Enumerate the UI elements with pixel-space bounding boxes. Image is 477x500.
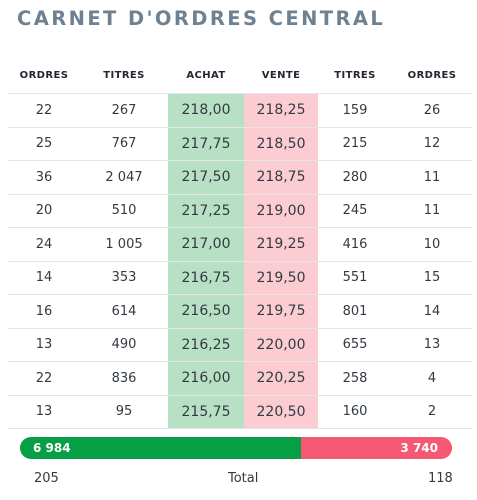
ask-price-cell: 219,75 bbox=[244, 295, 318, 328]
header-buy-quantity: TITRES bbox=[103, 70, 145, 81]
buy-orders-cell: 14 bbox=[35, 270, 53, 286]
bid-price-cell: 217,50 bbox=[168, 161, 244, 194]
bid-price-cell: 216,25 bbox=[168, 328, 244, 361]
sell-quantity-cell: 215 bbox=[342, 136, 368, 152]
ask-price-cell: 218,50 bbox=[244, 127, 318, 160]
sell-quantity-cell: 655 bbox=[342, 337, 368, 353]
page-title: CARNET D'ORDRES CENTRAL bbox=[17, 7, 386, 30]
sell-orders-cell: 12 bbox=[423, 136, 441, 152]
sell-orders-cell: 11 bbox=[423, 169, 441, 185]
ask-price-cell: 220,50 bbox=[244, 395, 318, 428]
buy-quantity-cell: 95 bbox=[115, 404, 133, 420]
table-row: 25 767 217,75 218,50 215 12 bbox=[8, 127, 472, 161]
ask-price-cell: 218,75 bbox=[244, 161, 318, 194]
table-row: 36 2 047 217,50 218,75 280 11 bbox=[8, 161, 472, 195]
header-ask: VENTE bbox=[261, 70, 301, 81]
header-buy-orders: ORDRES bbox=[19, 70, 69, 81]
table-row: 20 510 217,25 219,00 245 11 bbox=[8, 194, 472, 228]
total-buy-orders: 205 bbox=[34, 471, 59, 486]
sell-orders-cell: 26 bbox=[423, 102, 441, 118]
table-row: 13 490 216,25 220,00 655 13 bbox=[8, 328, 472, 362]
buy-orders-cell: 24 bbox=[35, 236, 53, 252]
table-row: 22 836 216,00 220,25 258 4 bbox=[8, 362, 472, 396]
bid-price-cell: 217,00 bbox=[168, 228, 244, 261]
total-sell-orders: 118 bbox=[428, 471, 453, 486]
table-row: 16 614 216,50 219,75 801 14 bbox=[8, 295, 472, 329]
sell-quantity-cell: 416 bbox=[342, 236, 368, 252]
bid-price-cell: 216,75 bbox=[168, 261, 244, 294]
totals-row: 205 Total 118 bbox=[0, 469, 477, 489]
sell-orders-cell: 11 bbox=[423, 203, 441, 219]
header-sell-orders: ORDRES bbox=[407, 70, 457, 81]
bid-price-cell: 217,75 bbox=[168, 127, 244, 160]
bid-price-cell: 216,00 bbox=[168, 362, 244, 395]
buy-orders-cell: 20 bbox=[35, 203, 53, 219]
sell-quantity-cell: 801 bbox=[342, 303, 368, 319]
buy-orders-cell: 36 bbox=[35, 169, 53, 185]
ask-price-cell: 218,25 bbox=[244, 94, 318, 127]
sell-quantity-cell: 160 bbox=[342, 404, 368, 420]
table-header: ORDRES TITRES ACHAT VENTE TITRES ORDRES bbox=[8, 58, 472, 94]
buy-orders-cell: 22 bbox=[35, 370, 53, 386]
header-sell-quantity: TITRES bbox=[334, 70, 376, 81]
buy-volume-total: 6 984 bbox=[33, 441, 71, 455]
sell-orders-cell: 10 bbox=[423, 236, 441, 252]
table-row: 24 1 005 217,00 219,25 416 10 bbox=[8, 228, 472, 262]
buy-orders-cell: 13 bbox=[35, 337, 53, 353]
buy-volume-segment: 6 984 bbox=[20, 437, 302, 459]
buy-quantity-cell: 2 047 bbox=[105, 169, 143, 185]
buy-quantity-cell: 510 bbox=[111, 203, 137, 219]
sell-orders-cell: 15 bbox=[423, 270, 441, 286]
buy-orders-cell: 13 bbox=[35, 404, 53, 420]
buy-quantity-cell: 614 bbox=[111, 303, 137, 319]
ask-price-cell: 220,25 bbox=[244, 362, 318, 395]
buy-quantity-cell: 767 bbox=[111, 136, 137, 152]
bid-price-cell: 218,00 bbox=[168, 94, 244, 127]
order-book-table: ORDRES TITRES ACHAT VENTE TITRES ORDRES … bbox=[8, 58, 472, 429]
sell-quantity-cell: 159 bbox=[342, 102, 368, 118]
buy-quantity-cell: 353 bbox=[111, 270, 137, 286]
ask-price-cell: 219,50 bbox=[244, 261, 318, 294]
bid-price-cell: 216,50 bbox=[168, 295, 244, 328]
buy-quantity-cell: 1 005 bbox=[105, 236, 143, 252]
sell-orders-cell: 2 bbox=[427, 404, 437, 420]
buy-orders-cell: 25 bbox=[35, 136, 53, 152]
total-label: Total bbox=[228, 471, 259, 486]
buy-quantity-cell: 267 bbox=[111, 102, 137, 118]
ask-price-cell: 219,00 bbox=[244, 194, 318, 227]
buy-quantity-cell: 490 bbox=[111, 337, 137, 353]
table-row: 14 353 216,75 219,50 551 15 bbox=[8, 261, 472, 295]
sell-volume-segment: 3 740 bbox=[301, 437, 452, 459]
sell-orders-cell: 13 bbox=[423, 337, 441, 353]
ask-price-cell: 220,00 bbox=[244, 328, 318, 361]
table-body: 22 267 218,00 218,25 159 26 25 767 217,75 218,50 2… bbox=[8, 94, 472, 429]
sell-quantity-cell: 280 bbox=[342, 169, 368, 185]
table-row: 13 95 215,75 220,50 160 2 bbox=[8, 395, 472, 429]
sell-quantity-cell: 245 bbox=[342, 203, 368, 219]
sell-orders-cell: 4 bbox=[427, 370, 437, 386]
volume-balance-bar: 6 984 3 740 bbox=[20, 437, 452, 459]
ask-price-cell: 219,25 bbox=[244, 228, 318, 261]
buy-quantity-cell: 836 bbox=[111, 370, 137, 386]
bid-price-cell: 217,25 bbox=[168, 194, 244, 227]
sell-orders-cell: 14 bbox=[423, 303, 441, 319]
buy-orders-cell: 22 bbox=[35, 102, 53, 118]
sell-quantity-cell: 258 bbox=[342, 370, 368, 386]
sell-quantity-cell: 551 bbox=[342, 270, 368, 286]
header-bid: ACHAT bbox=[186, 70, 226, 81]
buy-orders-cell: 16 bbox=[35, 303, 53, 319]
sell-volume-total: 3 740 bbox=[400, 441, 438, 455]
table-row: 22 267 218,00 218,25 159 26 bbox=[8, 94, 472, 128]
bid-price-cell: 215,75 bbox=[168, 395, 244, 428]
